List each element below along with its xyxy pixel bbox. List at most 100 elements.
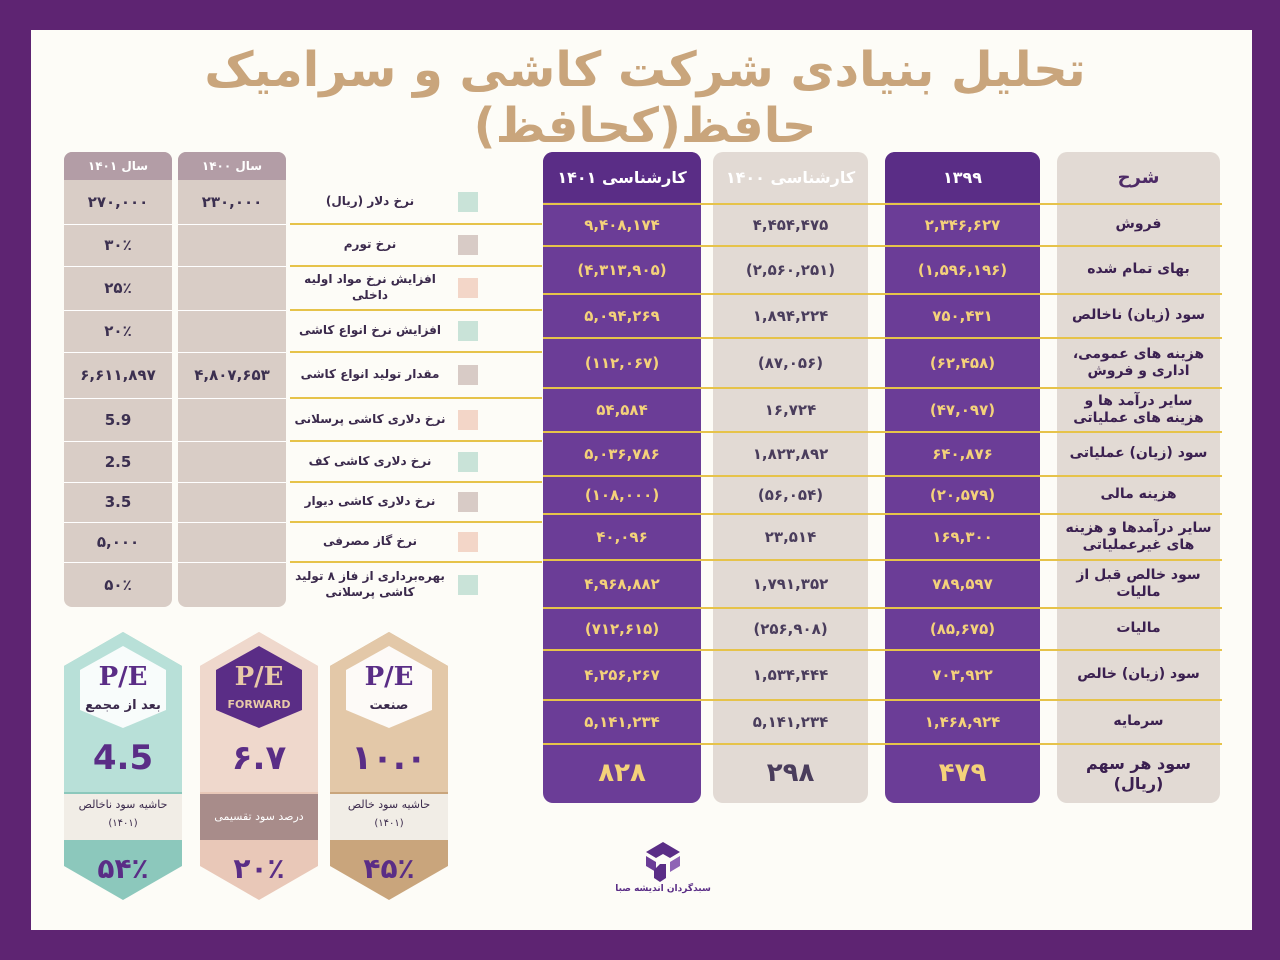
badge-caption: درصد سود تقسیمی	[214, 810, 304, 823]
assumption-header-1400: سال ۱۴۰۰	[178, 152, 286, 180]
cell-divider	[64, 562, 172, 563]
badge-percent: ۵۴٪	[97, 852, 149, 885]
column-1400: کارشناسی ۱۴۰۰ ۴,۴۵۴,۴۷۵ (۲,۵۶۰,۲۵۱) ۱,۸۹۴,…	[713, 152, 868, 803]
assumption-row: بهره‌برداری از فاز ۸ تولید کاشی پرسلانی	[290, 562, 478, 607]
column-header-1401: کارشناسی ۱۴۰۱	[543, 152, 701, 202]
row-divider	[543, 559, 1222, 561]
table-cell-c1401: ۵,۰۳۶,۷۸۶	[584, 444, 660, 463]
cell-divider	[178, 224, 286, 225]
cell-divider	[178, 398, 286, 399]
assumption-label: بهره‌برداری از فاز ۸ تولید کاشی پرسلانی	[295, 568, 445, 599]
assumption-value-y1401: ۲۰٪	[104, 322, 132, 340]
table-cell-c1399: (۴۷,۰۹۷)	[929, 400, 996, 419]
pe-label: P/E	[234, 662, 284, 692]
table-cell-c1399: ۴۷۹	[938, 758, 987, 789]
assumption-value-y1400	[178, 441, 286, 482]
logo-text: سبدگردان اندیشه صبا	[615, 884, 711, 894]
table-cell-c1399: (۸۵,۶۷۵)	[929, 619, 996, 638]
badge-shape	[200, 632, 318, 900]
assumption-column-1401: سال ۱۴۰۱ ۲۷۰,۰۰۰ ۳۰٪ ۲۵٪ ۲۰٪ ۶,۶۱۱,۸۹۷ 5.9 2.5…	[64, 152, 172, 607]
assumption-value-y1400	[178, 522, 286, 562]
assumption-row: افزایش نرخ انواع کاشی	[290, 310, 478, 352]
table-cell-c1400: ۱۶,۷۲۴	[764, 400, 817, 419]
row-label: هزینه مالی	[1100, 486, 1177, 503]
column-header-1400: کارشناسی ۱۴۰۰	[725, 167, 856, 187]
assumption-value-y1401: ۳۰٪	[104, 236, 132, 254]
table-cell-c1399: ۲,۳۴۶,۶۲۷	[924, 215, 1001, 234]
assumption-value-y1400	[178, 310, 286, 352]
pe-value: 4.5	[92, 738, 154, 778]
row-divider	[543, 203, 1222, 205]
table-cell-c1400: (۲,۵۶۰,۲۵۱)	[745, 260, 836, 279]
row-label: سود (زیان) خالص	[1077, 666, 1200, 683]
assumption-divider	[290, 481, 542, 483]
table-cell-c1399: ۷۸۹,۵۹۷	[932, 574, 993, 593]
table-cell-c1400: (۸۷,۰۵۶)	[757, 353, 824, 372]
table-cell-c1399: (۶۲,۴۵۸)	[929, 353, 996, 372]
table-cell-c1400: ۴,۴۵۴,۴۷۵	[752, 215, 829, 234]
assumption-value-y1400	[178, 398, 286, 441]
table-cell-c1400: ۲۳,۵۱۴	[764, 527, 817, 546]
assumption-divider	[290, 521, 542, 523]
pe-sub-label: بعد از مجمع	[85, 698, 161, 713]
row-label: فروش	[1115, 216, 1162, 233]
table-cell-c1401: ۵,۱۴۱,۲۳۴	[584, 712, 660, 731]
row-label: بهای تمام شده	[1087, 261, 1190, 278]
assumption-value-y1401: 3.5	[104, 493, 132, 511]
table-cell-c1399: ۷۰۳,۹۲۲	[932, 665, 993, 684]
pe-sub-label: صنعت	[369, 698, 409, 713]
assumption-row: افزایش نرخ مواد اولیه داخلی	[290, 266, 478, 310]
column-header-1399: ۱۳۹۹	[885, 152, 1040, 202]
cell-divider	[178, 522, 286, 523]
table-cell-c1400: ۱,۵۳۴,۴۴۴	[752, 665, 829, 684]
column-header-description: شرح	[1117, 166, 1160, 188]
saba-logo: سبدگردان اندیشه صبا	[608, 838, 718, 898]
row-label: مالیات	[1116, 620, 1161, 637]
assumption-label: نرخ گاز مصرفی	[322, 534, 418, 549]
pe-label: P/E	[98, 662, 148, 692]
cell-divider	[64, 398, 172, 399]
row-label: سود (زیان) ناخالص	[1072, 307, 1206, 324]
pe-badge: P/E FORWARD ۶.۷ درصد سود تقسیمی ۲۰٪	[200, 632, 318, 900]
assumption-row: نرخ تورم	[290, 224, 478, 266]
cell-divider	[178, 266, 286, 267]
assumption-divider	[290, 440, 542, 442]
badge-percent: ۲۰٪	[233, 852, 285, 885]
table-cell-c1400: ۲۹۸	[766, 758, 815, 789]
table-cell-c1400: (۲۵۶,۹۰۸)	[753, 619, 828, 638]
badge-caption-year: (۱۴۰۱)	[374, 818, 404, 829]
row-label: سایر درآمد ها و هزینه های عملیاتی	[1073, 392, 1204, 427]
assumption-label: افزایش نرخ انواع کاشی	[298, 323, 442, 338]
table-cell-c1401: ۸۲۸	[598, 758, 646, 789]
assumption-row: مقدار تولید انواع کاشی	[290, 352, 478, 398]
assumption-divider	[290, 265, 542, 267]
badge-caption-year: (۱۴۰۱)	[108, 818, 138, 829]
table-cell-c1400: (۵۶,۰۵۴)	[757, 485, 824, 504]
cell-divider	[64, 441, 172, 442]
assumption-row: نرخ دلاری کاشی کف	[290, 441, 478, 482]
row-label: هزینه های عمومی، اداری و فروش	[1072, 345, 1205, 380]
pe-value: ۱۰.۰	[351, 738, 427, 778]
assumption-label: نرخ دلاری کاشی دیوار	[304, 494, 436, 509]
assumption-value-y1400	[178, 224, 286, 266]
table-cell-c1401: (۷۱۲,۶۱۵)	[584, 619, 660, 638]
pe-value: ۶.۷	[231, 738, 287, 778]
assumption-value-y1400	[178, 562, 286, 607]
badge-shape	[64, 632, 182, 900]
color-swatch	[458, 278, 478, 298]
color-swatch	[458, 409, 478, 430]
column-1399: ۱۳۹۹ ۲,۳۴۶,۶۲۷ (۱,۵۹۶,۱۹۶) ۷۵۰,۴۳۱ (۶۲,۴۵۸)…	[885, 152, 1040, 803]
table-cell-c1401: ۵۴,۵۸۴	[596, 400, 648, 419]
table-cell-c1401: ۴۰,۰۹۶	[596, 527, 648, 546]
row-divider	[543, 475, 1222, 477]
cell-divider	[64, 266, 172, 267]
color-swatch	[458, 321, 478, 341]
row-divider	[543, 387, 1222, 389]
table-cell-c1399: ۷۵۰,۴۳۱	[932, 306, 993, 325]
badge-shape	[330, 632, 448, 900]
table-cell-c1399: ۱,۴۶۸,۹۲۴	[924, 712, 1001, 731]
cell-divider	[178, 562, 286, 563]
cell-divider	[178, 441, 286, 442]
row-divider	[543, 513, 1222, 515]
assumption-value-y1401: 2.5	[104, 452, 132, 471]
